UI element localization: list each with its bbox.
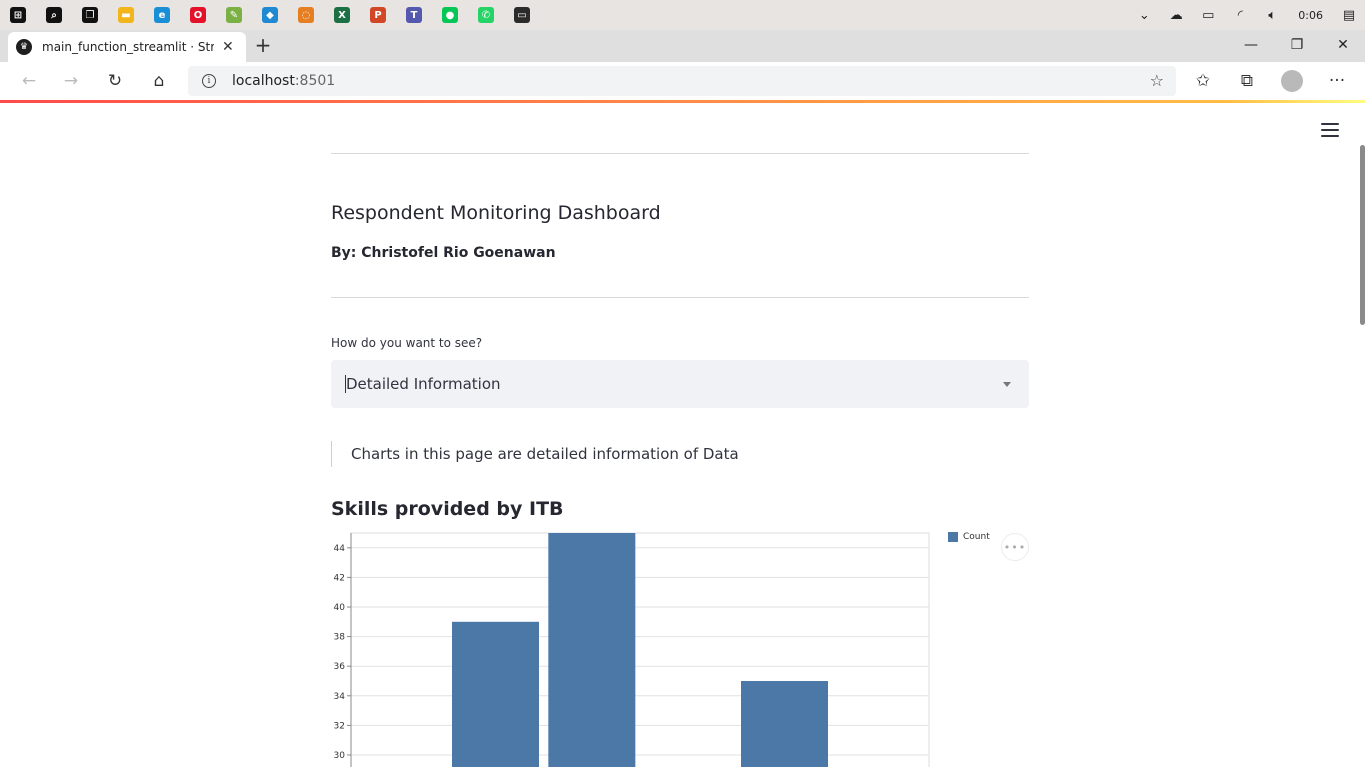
streamlit-favicon-icon: ♛	[16, 39, 32, 55]
y-tick-label: 40	[334, 603, 346, 613]
legend-label: Count	[963, 532, 990, 542]
favorite-star-icon[interactable]: ☆	[1149, 71, 1164, 90]
new-tab-button[interactable]: +	[254, 33, 272, 57]
jupyter-icon-glyph: ◌	[298, 7, 314, 23]
teams-icon-glyph: T	[406, 7, 422, 23]
search-icon[interactable]: ⌕	[36, 0, 72, 30]
jupyter-icon[interactable]: ◌	[288, 0, 324, 30]
terminal-icon[interactable]: ▭	[504, 0, 540, 30]
file-explorer-icon-glyph: ▬	[118, 7, 134, 23]
refresh-button[interactable]: ↻	[107, 71, 123, 91]
vscode-icon[interactable]: ◆	[252, 0, 288, 30]
close-tab-icon[interactable]: ✕	[222, 39, 234, 55]
browser-tab[interactable]: ♛ main_function_streamlit · Streamlit ✕	[8, 32, 246, 62]
forward-button[interactable]: →	[63, 71, 79, 91]
address-bar-row: ← → ↻ ⌂ i localhost:8501 ☆ ✩ ⧉ ···	[0, 62, 1365, 100]
y-tick-label: 36	[334, 662, 346, 672]
view-selectbox[interactable]: Detailed Information	[331, 360, 1029, 408]
bar	[741, 681, 828, 767]
vscode-icon-glyph: ◆	[262, 7, 278, 23]
notepad-icon[interactable]: ✎	[216, 0, 252, 30]
collections-icon[interactable]: ⧉	[1240, 71, 1254, 91]
divider	[331, 153, 1029, 154]
close-window-button[interactable]: ✕	[1337, 37, 1349, 53]
notification-icon[interactable]: ▤	[1342, 7, 1356, 23]
wifi-icon[interactable]: ◜	[1237, 7, 1243, 23]
y-tick-label: 42	[334, 573, 345, 583]
powerpoint-icon[interactable]: P	[360, 0, 396, 30]
streamlit-decoration-bar	[0, 100, 1365, 103]
windows-start-icon[interactable]: ⊞	[0, 0, 36, 30]
y-tick-label: 44	[334, 544, 346, 554]
y-tick-label: 30	[334, 751, 346, 761]
powerpoint-icon-glyph: P	[370, 7, 386, 23]
chart-title: Skills provided by ITB	[331, 498, 564, 520]
minimize-button[interactable]: —	[1244, 37, 1258, 53]
site-info-icon[interactable]: i	[202, 74, 216, 88]
search-icon-glyph: ⌕	[46, 7, 62, 23]
whatsapp-icon[interactable]: ✆	[468, 0, 504, 30]
onedrive-icon[interactable]: ☁	[1169, 7, 1183, 23]
chevron-down-icon[interactable]	[1003, 382, 1011, 387]
taskbar-apps: ⊞ ⌕ ❐ ▬ e O ✎ ◆ ◌ X P T ● ✆ ▭	[0, 0, 540, 30]
address-bar[interactable]: i localhost:8501 ☆	[188, 66, 1176, 96]
tab-strip: ♛ main_function_streamlit · Streamlit ✕ …	[0, 30, 1365, 62]
task-view-icon-glyph: ❐	[82, 7, 98, 23]
home-button[interactable]: ⌂	[153, 71, 165, 91]
battery-icon[interactable]: ▭	[1202, 7, 1215, 23]
bar	[548, 533, 636, 767]
terminal-icon-glyph: ▭	[514, 7, 530, 23]
profile-avatar[interactable]	[1277, 66, 1307, 96]
url-text[interactable]: localhost:8501	[232, 73, 336, 89]
edge-icon[interactable]: e	[144, 0, 180, 30]
windows-start-icon-glyph: ⊞	[10, 7, 26, 23]
info-blockquote: Charts in this page are detailed informa…	[331, 441, 739, 467]
tab-title: main_function_streamlit · Streamlit	[42, 40, 214, 54]
view-select-value: Detailed Information	[345, 375, 501, 393]
restore-button[interactable]: ❐	[1290, 37, 1304, 53]
skills-bar-chart: 30 32 34 36 38 40 42 44	[334, 532, 930, 767]
app-view: Respondent Monitoring Dashboard By: Chri…	[0, 103, 1365, 767]
hamburger-menu-icon[interactable]	[1321, 123, 1339, 137]
bar	[452, 621, 539, 767]
clock[interactable]: 0:06	[1298, 8, 1323, 22]
author-byline: By: Christofel Rio Goenawan	[331, 245, 556, 261]
back-button[interactable]: ←	[21, 71, 37, 91]
opera-icon[interactable]: O	[180, 0, 216, 30]
edge-icon-glyph: e	[154, 7, 170, 23]
y-tick-label: 34	[334, 692, 346, 702]
opera-icon-glyph: O	[190, 7, 206, 23]
divider	[331, 297, 1029, 298]
y-tick-label: 32	[334, 721, 345, 731]
y-tick-label: 38	[334, 633, 346, 643]
teams-icon[interactable]: T	[396, 0, 432, 30]
line-icon-glyph: ●	[442, 7, 458, 23]
chart-actions-button[interactable]: •••	[1001, 533, 1029, 561]
system-tray: ⌄ ☁ ▭ ◜ 🔈︎ 0:06 ▤	[1128, 0, 1365, 30]
excel-icon[interactable]: X	[324, 0, 360, 30]
notepad-icon-glyph: ✎	[226, 7, 242, 23]
page-scrollbar[interactable]	[1360, 145, 1365, 325]
more-menu-icon[interactable]: ···	[1328, 71, 1346, 91]
line-icon[interactable]: ●	[432, 0, 468, 30]
favorites-icon[interactable]: ✩	[1195, 71, 1211, 91]
windows-taskbar: ⊞ ⌕ ❐ ▬ e O ✎ ◆ ◌ X P T ● ✆ ▭ ⌄ ☁ ▭ ◜ 🔈︎ 0:06 ▤	[0, 0, 1365, 30]
view-select-label: How do you want to see?	[331, 336, 483, 350]
excel-icon-glyph: X	[334, 7, 350, 23]
plot-area	[350, 532, 930, 767]
chart-legend: Count	[948, 532, 990, 542]
file-explorer-icon[interactable]: ▬	[108, 0, 144, 30]
task-view-icon[interactable]: ❐	[72, 0, 108, 30]
legend-swatch	[948, 532, 958, 542]
page-title: Respondent Monitoring Dashboard	[331, 202, 661, 224]
chevron-up-icon[interactable]: ⌄	[1138, 7, 1150, 23]
whatsapp-icon-glyph: ✆	[478, 7, 494, 23]
volume-icon[interactable]: 🔈︎	[1268, 7, 1277, 23]
